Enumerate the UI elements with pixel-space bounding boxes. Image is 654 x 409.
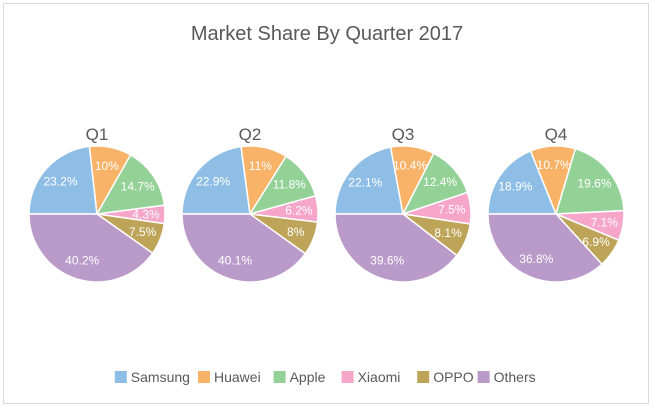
slice-q4-samsung bbox=[487, 149, 558, 215]
legend-swatch-huawei bbox=[198, 371, 210, 383]
legend-label-apple: Apple bbox=[290, 369, 326, 385]
slice-q2-others bbox=[181, 213, 307, 283]
pie-q2: Q2 22.9% 11%11.8% 6.2% 8% 40.1% bbox=[181, 125, 319, 283]
legend-swatch-xiaomi bbox=[341, 371, 354, 383]
slice-label-q3-huawei: 10.4% bbox=[393, 159, 427, 173]
slice-q3-others bbox=[334, 213, 458, 283]
slice-label-q4-apple: 19.6% bbox=[577, 177, 611, 191]
slice-label-q4-xiaomi: 7.1% bbox=[591, 215, 619, 229]
slice-label-q3-oppo: 8.1% bbox=[434, 226, 462, 240]
slice-q2-samsung bbox=[181, 145, 251, 215]
slice-q1-apple bbox=[95, 153, 166, 215]
slice-label-q4-samsung: 18.9% bbox=[498, 180, 532, 194]
slice-q1-others bbox=[28, 213, 154, 283]
slice-label-q1-huawei: 10% bbox=[95, 159, 119, 173]
chart-title: Market Share By Quarter 2017 bbox=[191, 23, 463, 45]
slice-label-q2-oppo: 8% bbox=[287, 225, 305, 239]
pie-q3: Q3 22.1% 10.4% 12.4% 7.5% 8.1% 39.6% bbox=[334, 125, 472, 283]
legend-label-samsung: Samsung bbox=[131, 369, 190, 385]
slice-label-q4-oppo: 6.9% bbox=[582, 235, 610, 249]
legend-label-xiaomi: Xiaomi bbox=[358, 369, 401, 385]
legend-label-huawei: Huawei bbox=[214, 369, 261, 385]
slice-label-q1-oppo: 7.5% bbox=[129, 225, 157, 239]
slice-label-q3-apple: 12.4% bbox=[423, 175, 457, 189]
pie-title-q3: Q3 bbox=[392, 125, 415, 144]
slice-q4-others bbox=[487, 213, 603, 283]
slice-label-q2-samsung: 22.9% bbox=[196, 175, 230, 189]
slice-label-q3-samsung: 22.1% bbox=[348, 176, 382, 190]
legend-label-oppo: OPPO bbox=[433, 369, 474, 385]
slice-label-q1-apple: 14.7% bbox=[121, 180, 155, 194]
pie-q1: Q1 23.2% 10%14.7% 4.3% 7.5% 40.2% bbox=[28, 125, 166, 283]
legend-label-others: Others bbox=[494, 369, 536, 385]
slice-label-q1-samsung: 23.2% bbox=[43, 174, 77, 188]
pie-title-q2: Q2 bbox=[239, 125, 262, 144]
slice-label-q2-huawei: 11% bbox=[249, 159, 272, 173]
pie-title-q1: Q1 bbox=[86, 125, 109, 144]
legend-item-apple: Apple bbox=[273, 369, 326, 385]
pie-title-q4: Q4 bbox=[545, 125, 568, 144]
legend-item-others: Others bbox=[477, 369, 536, 385]
legend-swatch-samsung bbox=[114, 371, 127, 383]
legend-swatch-oppo bbox=[417, 371, 430, 383]
slice-label-q4-huawei: 10.7% bbox=[537, 158, 571, 172]
slice-label-q1-xiaomi: 4.3% bbox=[132, 207, 160, 221]
slice-q4-apple bbox=[554, 147, 625, 215]
legend-swatch-apple bbox=[273, 371, 286, 383]
slice-q3-samsung bbox=[334, 146, 404, 215]
legend-item-xiaomi: Xiaomi bbox=[341, 369, 401, 385]
slice-label-q2-others: 40.1% bbox=[218, 254, 252, 268]
legend-swatch-others bbox=[477, 371, 490, 383]
slice-label-q1-others: 40.2% bbox=[65, 254, 99, 268]
pie-q4: Q4 18.9% 10.7% 19.6% 7.1% 6.9% 36.8% bbox=[487, 125, 625, 283]
legend-item-samsung: Samsung bbox=[114, 369, 190, 385]
legend-item-oppo: OPPO bbox=[417, 369, 474, 385]
slice-label-q2-apple: 11.8% bbox=[273, 178, 306, 192]
legend-item-huawei: Huawei bbox=[198, 369, 261, 385]
slice-label-q3-others: 39.6% bbox=[370, 253, 404, 267]
slice-label-q2-xiaomi: 6.2% bbox=[285, 203, 313, 217]
slice-label-q4-others: 36.8% bbox=[519, 252, 553, 266]
slice-q1-samsung bbox=[28, 145, 98, 215]
slice-label-q3-xiaomi: 7.5% bbox=[438, 203, 466, 217]
